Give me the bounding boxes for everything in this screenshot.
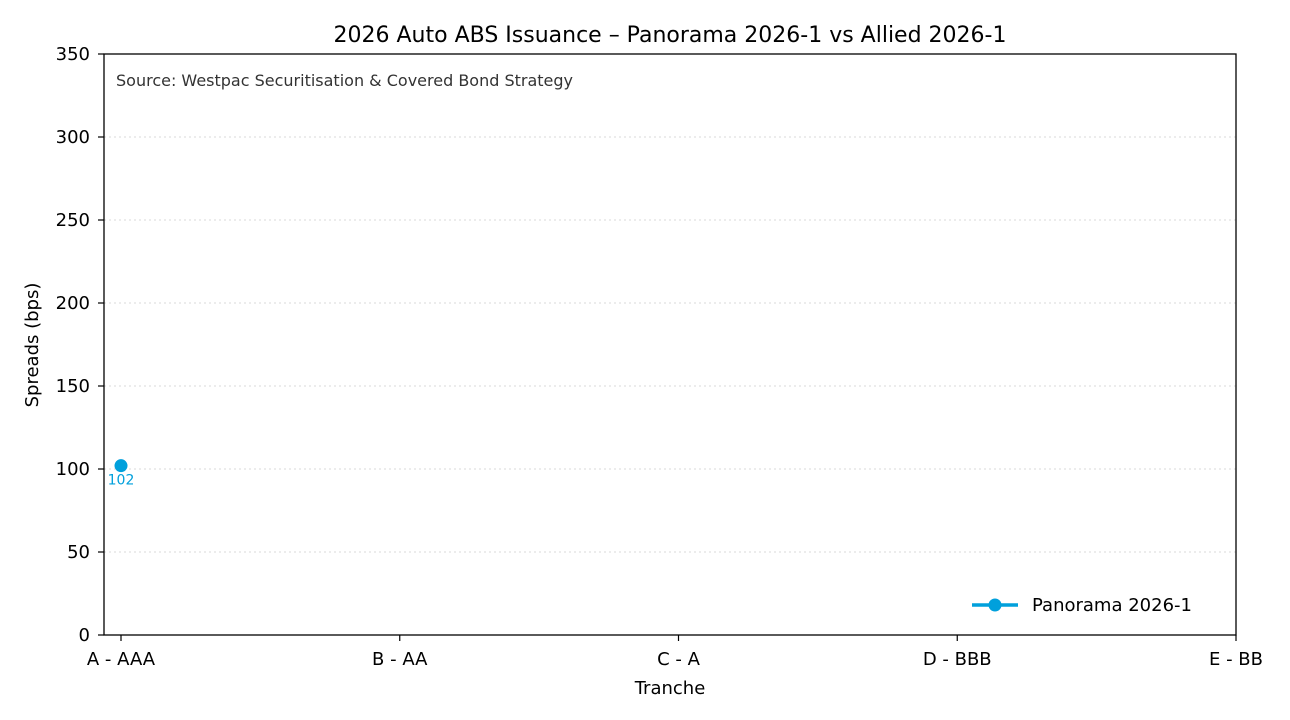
data-point	[114, 459, 128, 473]
source-annotation: Source: Westpac Securitisation & Covered…	[116, 71, 573, 90]
x-axis-label: Tranche	[634, 678, 706, 699]
x-tick-label: D - BBB	[923, 649, 992, 670]
x-tick-label: C - A	[657, 649, 701, 670]
y-axis: 0 50 100 150 200 250 300 350	[56, 44, 104, 646]
chart-title: 2026 Auto ABS Issuance – Panorama 2026-1…	[334, 23, 1007, 48]
y-tick-label: 150	[56, 376, 90, 397]
grid-lines	[104, 136, 1236, 553]
y-tick-label: 50	[67, 542, 90, 563]
y-tick-label: 0	[79, 625, 90, 646]
y-axis-label: Spreads (bps)	[22, 283, 43, 408]
series-layer: 102	[108, 459, 135, 489]
x-tick-label: B - AA	[372, 649, 428, 670]
legend-label-panorama: Panorama 2026-1	[1032, 595, 1192, 616]
y-tick-label: 100	[56, 459, 90, 480]
y-tick-label: 250	[56, 210, 90, 231]
legend-marker-panorama	[988, 598, 1002, 612]
x-axis: A - AAA B - AA C - A D - BBB E - BB	[87, 635, 1263, 670]
data-label: 102	[108, 473, 135, 489]
x-tick-label: A - AAA	[87, 649, 156, 670]
legend: Panorama 2026-1	[972, 595, 1192, 616]
y-tick-label: 300	[56, 127, 90, 148]
y-tick-label: 350	[56, 44, 90, 65]
plot-frame	[103, 53, 1237, 636]
y-tick-label: 200	[56, 293, 90, 314]
x-tick-label: E - BB	[1209, 649, 1263, 670]
